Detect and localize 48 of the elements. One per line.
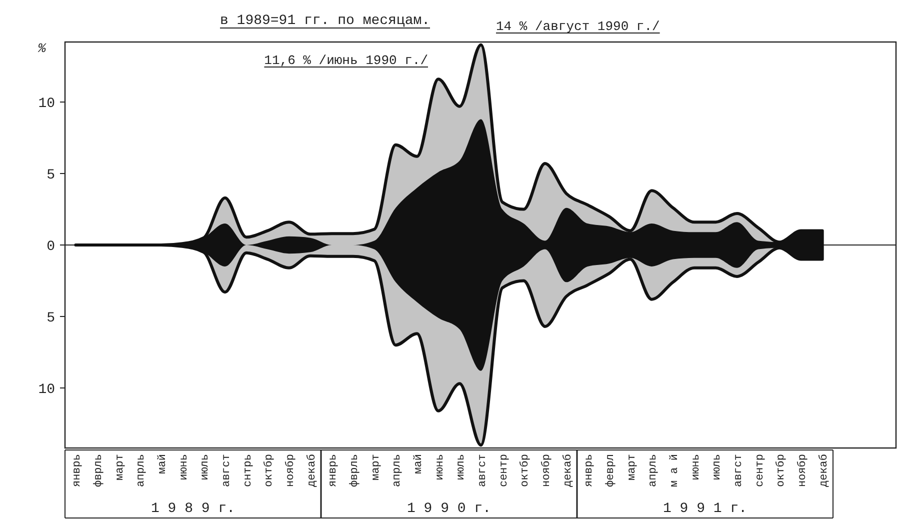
x-tick-label: декаб [305, 454, 318, 488]
x-tick-label: феврл [605, 454, 617, 488]
text: 1 9 9 1 г. [662, 501, 748, 517]
x-tick-label: декаб [817, 454, 830, 488]
x-tick-label: октбр [774, 454, 788, 488]
x-tick-label: ноябр [540, 454, 553, 488]
x-tick-label: апрль [648, 454, 660, 488]
x-tick-label: март [626, 454, 638, 480]
x-tick-label: май [413, 454, 425, 474]
x-tick-label: авгст [733, 454, 745, 488]
x-tick-label: октбр [518, 454, 532, 488]
x-tick-label: декаб [561, 454, 574, 488]
text: 1 9 8 9 г. [150, 501, 236, 517]
x-tick-label: июль [200, 454, 212, 480]
x-tick-label: авгст [221, 454, 233, 488]
x-tick-label: снтрь [242, 454, 254, 488]
x-tick-label: июнь [178, 454, 190, 480]
x-tick-label: ноябр [284, 454, 297, 488]
x-tick-label: ноябр [796, 454, 809, 488]
annotation: 11,6 % /июнь 1990 г./ [264, 53, 428, 68]
text: 1 9 9 0 г. [406, 501, 492, 517]
y-tick-label: 5 [46, 167, 55, 184]
x-tick-label: фврль [93, 454, 105, 488]
x-tick-label: апрль [136, 454, 148, 488]
text: 14 % /август 1990 г./ [496, 19, 660, 34]
x-tick-label: июль [712, 454, 724, 480]
x-tick-label: янврь [328, 454, 340, 488]
x-tick-label: авгст [477, 454, 489, 488]
x-tick-label: апрль [392, 454, 404, 488]
x-tick-label: май [157, 454, 169, 474]
x-tick-label: март [114, 454, 126, 480]
y-tick-label: 5 [46, 310, 55, 326]
y-tick-label: 0 [46, 238, 55, 255]
x-tick-label: июнь [690, 454, 702, 480]
x-tick-label: янврь [584, 454, 596, 488]
chart-title: в 1989=91 гг. по месяцам. [220, 13, 430, 29]
x-tick-label: фврль [349, 454, 361, 488]
y-axis-title: % [37, 41, 47, 56]
x-tick-label: июль [456, 454, 468, 480]
x-tick-label: июнь [434, 454, 446, 480]
y-tick-label: 10 [38, 96, 55, 112]
x-tick-label: сентр [498, 454, 510, 488]
x-tick-label: м а й [669, 454, 681, 488]
x-tick-label: янврь [72, 454, 84, 488]
x-tick-label: сентр [754, 454, 766, 488]
y-tick-label: 10 [38, 382, 55, 398]
x-tick-label: октбр [262, 454, 276, 488]
x-tick-label: март [370, 454, 382, 480]
